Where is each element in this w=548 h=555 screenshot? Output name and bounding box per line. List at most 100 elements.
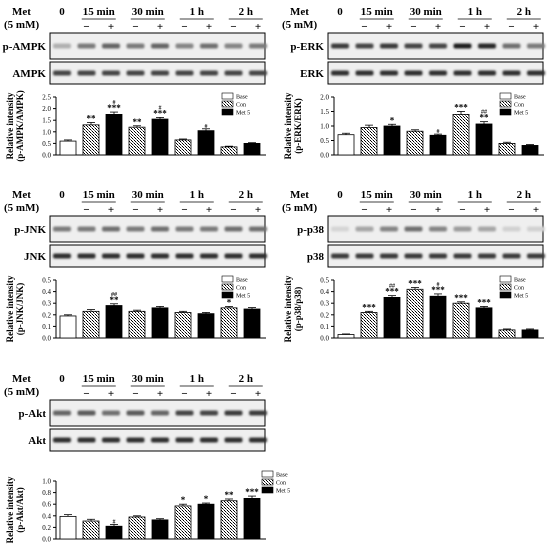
time-label: 1 h bbox=[190, 189, 204, 201]
y-tick-label: 2.0 bbox=[320, 94, 329, 102]
time-label: 15 min bbox=[83, 6, 115, 18]
blot-band bbox=[478, 43, 496, 49]
blot-band bbox=[200, 43, 218, 49]
time-label: 30 min bbox=[132, 373, 164, 385]
y-tick-label: 0.1 bbox=[320, 323, 329, 331]
blot-band bbox=[249, 43, 267, 49]
plus-sign: + bbox=[435, 204, 441, 216]
minus-sign: − bbox=[132, 204, 138, 216]
significance-hash: # bbox=[437, 282, 440, 288]
significance-hash: ## bbox=[481, 110, 487, 116]
legend-swatch bbox=[499, 283, 512, 291]
plus-sign: + bbox=[206, 21, 212, 33]
blot-band bbox=[249, 70, 267, 76]
blot-band bbox=[53, 70, 71, 76]
y-axis-sublabel: (p-AMPK/AMPK) bbox=[15, 90, 25, 161]
legend-label: Met 5 bbox=[514, 111, 528, 117]
time-label: 1 h bbox=[190, 373, 204, 385]
blot-band bbox=[249, 226, 267, 232]
bar bbox=[452, 114, 470, 156]
bar bbox=[498, 142, 516, 156]
y-tick-label: 0.0 bbox=[320, 152, 329, 160]
blot-band bbox=[102, 226, 120, 232]
plus-sign: + bbox=[206, 388, 212, 400]
blot-band bbox=[102, 43, 120, 49]
legend-label: Con bbox=[236, 103, 246, 109]
blot-band bbox=[502, 226, 521, 232]
minus-sign: − bbox=[410, 21, 416, 33]
significance-hash: # bbox=[159, 105, 162, 111]
minus-sign: − bbox=[181, 388, 187, 400]
legend-swatch bbox=[499, 108, 512, 116]
y-axis-label: Relative intensity bbox=[283, 92, 293, 159]
blot-band bbox=[53, 410, 71, 416]
y-tick-label: 1.0 bbox=[320, 123, 329, 131]
bar bbox=[383, 297, 401, 339]
blot-band bbox=[151, 70, 169, 76]
bar bbox=[452, 302, 470, 339]
y-tick-label: 0.5 bbox=[320, 137, 329, 145]
legend-swatch bbox=[221, 291, 234, 299]
time-label: 30 min bbox=[132, 6, 164, 18]
blot-band bbox=[151, 410, 169, 416]
dose-label: (5 mM) bbox=[4, 386, 39, 398]
significance-star: *** bbox=[431, 285, 445, 295]
y-axis-sublabel: (p-Akt/Akt) bbox=[15, 487, 25, 533]
blot-band bbox=[126, 43, 145, 49]
blot-band bbox=[53, 437, 71, 443]
plus-sign: + bbox=[484, 204, 490, 216]
significance-star: *** bbox=[454, 103, 468, 113]
y-tick-label: 1.5 bbox=[42, 117, 51, 125]
bar bbox=[197, 313, 215, 339]
blot-band bbox=[151, 43, 169, 49]
y-tick-label: 0.5 bbox=[42, 277, 51, 285]
blot-band bbox=[151, 437, 169, 443]
minus-sign: − bbox=[132, 21, 138, 33]
legend-swatch bbox=[221, 108, 234, 116]
dose-label: (5 mM) bbox=[282, 19, 317, 31]
plus-sign: + bbox=[206, 204, 212, 216]
met-label: Met bbox=[12, 373, 31, 385]
blot-band bbox=[53, 253, 71, 259]
plus-sign: + bbox=[533, 204, 539, 216]
significance-star: *** bbox=[454, 293, 468, 303]
bar bbox=[429, 134, 447, 156]
significance-star: * bbox=[227, 297, 232, 307]
blot-band bbox=[175, 437, 194, 443]
bar bbox=[197, 130, 215, 156]
bar bbox=[360, 127, 378, 156]
bar bbox=[105, 525, 123, 540]
bar bbox=[337, 134, 355, 156]
legend-label: Base bbox=[236, 95, 248, 101]
bar bbox=[105, 305, 123, 339]
significance-star: ** bbox=[110, 295, 120, 305]
bar bbox=[498, 329, 516, 339]
dose-label: (5 mM) bbox=[4, 19, 39, 31]
significance-hash: ## bbox=[389, 284, 395, 290]
blot-band bbox=[102, 410, 120, 416]
blot-band bbox=[102, 437, 120, 443]
significance-star: *** bbox=[408, 279, 422, 289]
blot-band bbox=[224, 437, 243, 443]
legend-label: Met 5 bbox=[514, 294, 528, 300]
significance-star: * bbox=[390, 115, 395, 125]
blot-label: JNK bbox=[24, 251, 46, 263]
blot-band bbox=[331, 43, 349, 49]
blot-band bbox=[453, 43, 472, 49]
significance-star: ** bbox=[133, 117, 143, 127]
blot-band bbox=[478, 253, 496, 259]
bar bbox=[337, 334, 355, 339]
legend-label: Base bbox=[514, 95, 526, 101]
bar bbox=[82, 124, 100, 156]
legend-label: Base bbox=[276, 473, 288, 479]
blot-band bbox=[380, 70, 398, 76]
minus-sign: − bbox=[410, 204, 416, 216]
significance-star: *** bbox=[385, 287, 399, 297]
blot-label: Akt bbox=[28, 435, 46, 447]
y-axis-label: Relative intensity bbox=[5, 275, 15, 342]
y-tick-label: 2.5 bbox=[42, 94, 51, 102]
legend-label: Base bbox=[514, 278, 526, 284]
blot-label: p-AMPK bbox=[3, 41, 47, 53]
